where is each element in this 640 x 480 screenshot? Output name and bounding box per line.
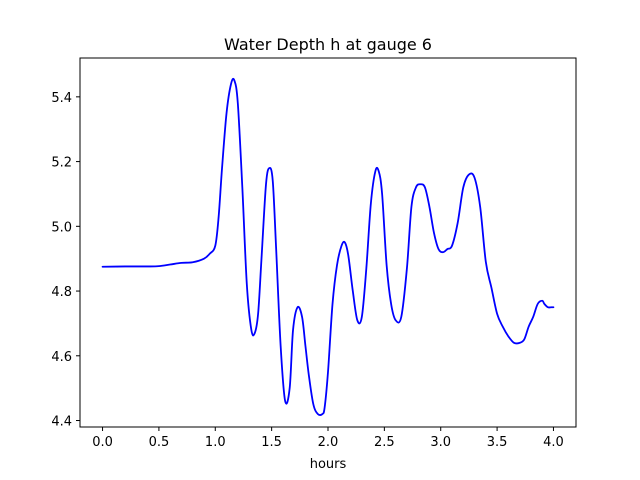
y-tick-label: 4.6 bbox=[51, 350, 72, 365]
plot-area bbox=[101, 77, 555, 416]
x-tick-label: 0.5 bbox=[149, 435, 170, 450]
x-axis-label: hours bbox=[310, 457, 347, 472]
y-tick-label: 4.4 bbox=[51, 415, 72, 430]
x-tick-label: 3.0 bbox=[430, 435, 451, 450]
x-tick-label: 2.5 bbox=[374, 435, 395, 450]
plot-frame bbox=[79, 57, 577, 428]
y-tick-label: 5.4 bbox=[51, 91, 72, 106]
y-tick-label: 5.0 bbox=[51, 220, 72, 235]
x-tick-label: 2.0 bbox=[318, 435, 339, 450]
x-tick-label: 0.0 bbox=[92, 435, 113, 450]
x-tick-label: 1.0 bbox=[205, 435, 226, 450]
x-tick-label: 4.0 bbox=[543, 435, 564, 450]
y-tick-label: 5.2 bbox=[51, 156, 72, 171]
series-line bbox=[101, 77, 555, 416]
x-tick-label: 3.5 bbox=[487, 435, 508, 450]
chart-title: Water Depth h at gauge 6 bbox=[224, 35, 432, 54]
y-axis: 4.4 4.6 4.8 5.0 5.2 5.4 bbox=[51, 91, 80, 430]
x-axis: 0.0 0.5 1.0 1.5 2.0 2.5 3.0 3.5 4.0 bbox=[92, 427, 564, 450]
x-tick-label: 1.5 bbox=[261, 435, 282, 450]
y-tick-label: 4.8 bbox=[51, 285, 72, 300]
